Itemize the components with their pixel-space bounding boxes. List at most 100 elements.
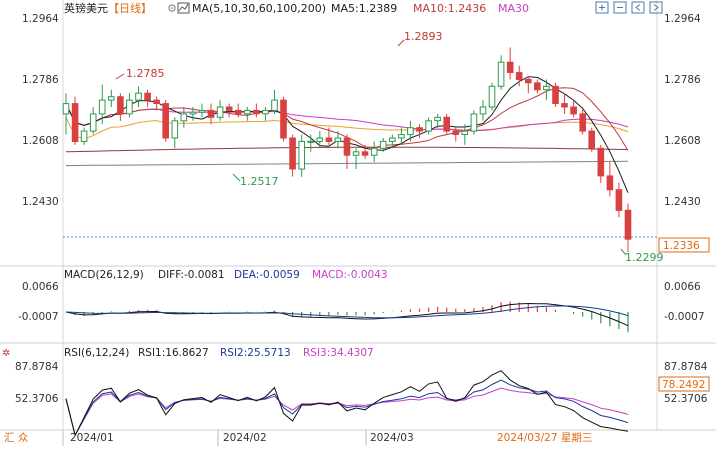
- ma-params-label: MA(5,10,30,60,100,200): [192, 2, 326, 15]
- price-tick-right-0: 1.2964: [664, 13, 701, 25]
- candle-body: [579, 113, 587, 132]
- price-tick-right-1: 1.2786: [664, 74, 701, 86]
- candle-body: [434, 116, 441, 122]
- annotation-high-mar: 1.2893: [404, 30, 443, 43]
- candle-body: [89, 113, 97, 132]
- candle-body: [198, 109, 206, 113]
- candle-body: [361, 151, 369, 156]
- candle-body: [534, 82, 541, 91]
- period-label[interactable]: 【日线】: [108, 1, 152, 15]
- candle-body: [398, 134, 405, 139]
- candle-body: [570, 106, 577, 115]
- candle-body: [425, 120, 432, 132]
- candle-body: [343, 137, 351, 156]
- price-tick-left-2: 1.2608: [22, 135, 59, 147]
- candle-body: [171, 120, 179, 139]
- candle-body: [352, 151, 360, 156]
- candle-body: [189, 111, 197, 115]
- current-price-box: [658, 237, 710, 253]
- candle-body: [135, 92, 142, 101]
- candle-body: [225, 106, 233, 111]
- candle-body: [497, 61, 505, 87]
- price-tick-left-3: 1.2430: [22, 196, 59, 208]
- candle-body: [262, 109, 269, 115]
- rsi-indicator: [65, 370, 629, 437]
- price-tick-left-0: 1.2964: [22, 13, 59, 25]
- zoom-in-icon[interactable]: [595, 1, 609, 14]
- annotation-low-mar-pointer: [620, 248, 627, 256]
- annotation-low-mar: 1.2299: [625, 251, 664, 264]
- rsi-tick-left-0: 87.8784: [15, 361, 59, 373]
- annotation-low-feb: 1.2517: [240, 175, 279, 188]
- candle-body: [543, 85, 550, 91]
- macd-value: MACD:-0.0043: [312, 269, 388, 281]
- x-label-feb: 2024/02: [223, 432, 267, 444]
- x-label-mar: 2024/03: [370, 432, 414, 444]
- annotation-high-jan-pointer: [115, 73, 125, 80]
- candle-body: [525, 78, 532, 84]
- ma10-value: MA10:1.2436: [413, 2, 486, 15]
- scroll-left-icon-arrow: [635, 4, 641, 11]
- candle-body: [606, 175, 614, 191]
- candle-body: [316, 137, 324, 142]
- rsi-cursor-box: [658, 376, 710, 392]
- annotation-low-feb-pointer: [232, 173, 241, 182]
- candle-body: [615, 189, 623, 211]
- candle-body: [461, 130, 469, 136]
- rsi-tick-right-0: 87.8784: [664, 361, 708, 373]
- candle-body: [552, 85, 559, 105]
- candle-body: [515, 72, 523, 80]
- scroll-right-icon-arrow: [653, 4, 659, 11]
- candle-body: [153, 99, 160, 104]
- macd-diff: DIFF:-0.0081: [158, 269, 225, 281]
- chart-type-icon-line: [178, 3, 189, 12]
- chart-type-icon[interactable]: [177, 2, 190, 14]
- candle-body: [253, 109, 260, 115]
- macd-tick-left-0: 0.0066: [22, 281, 59, 293]
- candle-body: [470, 113, 478, 132]
- candle-body: [443, 116, 450, 132]
- candle-body: [216, 106, 224, 118]
- rsi-tick-left-1: 52.3706: [15, 393, 59, 405]
- ma30-label: MA30: [498, 2, 529, 15]
- price-tick-left-1: 1.2786: [22, 74, 59, 86]
- candle-body: [71, 103, 79, 142]
- pane-settings-icon[interactable]: ✲: [2, 348, 10, 359]
- candle-body: [117, 96, 124, 115]
- rsi1-line: [65, 370, 629, 437]
- candle-body: [416, 127, 423, 132]
- macd-tick-left-1: -0.0007: [18, 311, 59, 323]
- candle-body: [280, 99, 287, 139]
- macd-tick-right-1: -0.0007: [664, 311, 705, 323]
- toolbar: [595, 1, 663, 14]
- zoom-out-icon[interactable]: [613, 1, 627, 14]
- candle-body: [289, 137, 296, 170]
- candle-body: [80, 130, 88, 142]
- annotation-high-jan: 1.2785: [126, 67, 165, 80]
- candle-body: [588, 130, 596, 149]
- candle-body: [162, 103, 169, 139]
- candle-body: [506, 61, 514, 74]
- candlesticks: [62, 47, 632, 253]
- cursor-date-label: 2024/03/27 星期三: [497, 432, 592, 444]
- candle-body: [298, 140, 305, 170]
- rsi3-value: RSI3:34.4307: [303, 347, 374, 359]
- rsi-tick-right-cursor: 78.2492: [662, 379, 705, 391]
- candle-body: [234, 109, 242, 115]
- instrument-title: 英镑美元: [64, 1, 108, 15]
- candle-body: [271, 99, 278, 111]
- scroll-left-icon[interactable]: [631, 1, 645, 14]
- candle-body: [62, 103, 70, 115]
- settings-gear-icon[interactable]: ⚙: [167, 2, 177, 15]
- rsi-label: RSI(6,12,24): [64, 347, 129, 359]
- candle-body: [597, 147, 605, 177]
- scroll-right-icon[interactable]: [649, 1, 663, 14]
- candle-body: [488, 85, 496, 108]
- candle-body: [624, 209, 632, 240]
- candle-body: [334, 137, 342, 142]
- candle-body: [407, 127, 414, 136]
- macd-indicator: [65, 301, 629, 333]
- candle-body: [207, 109, 215, 118]
